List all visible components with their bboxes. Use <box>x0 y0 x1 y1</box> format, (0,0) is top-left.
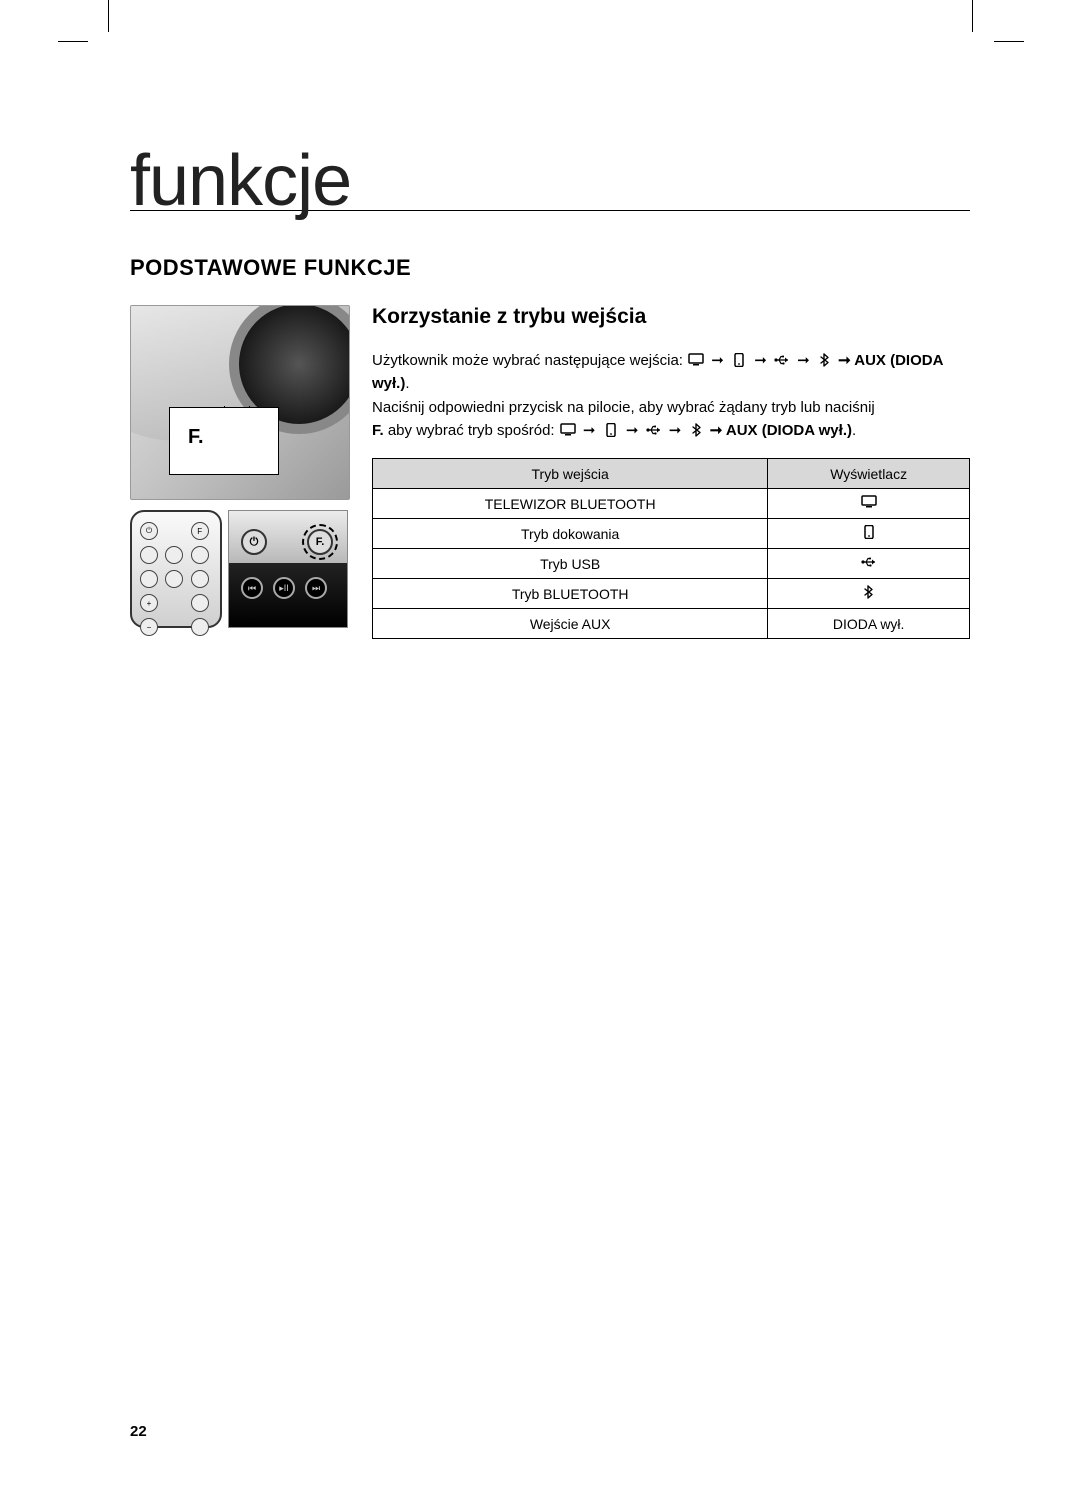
input-mode-table: Tryb wejścia Wyświetlacz TELEWIZOR BLUET… <box>372 458 970 639</box>
table-row: Tryb dokowania <box>373 519 970 549</box>
page-title: funkcje <box>130 145 970 217</box>
paragraph-1: Użytkownik może wybrać następujące wejśc… <box>372 349 970 396</box>
phone-icon <box>731 353 747 367</box>
table-cell-display <box>768 519 970 549</box>
remote-small: ⏻F + − <box>130 510 222 628</box>
arrow-icon: ➞ <box>711 352 724 369</box>
arrow-icon: ➞ <box>583 422 596 439</box>
remote-zoom: ⏻ F. ⏮▸II⏭ <box>228 510 348 628</box>
table-row: Tryb USB <box>373 549 970 579</box>
table-cell-mode: TELEWIZOR BLUETOOTH <box>373 489 768 519</box>
table-header-mode: Tryb wejścia <box>373 459 768 489</box>
table-header-display: Wyświetlacz <box>768 459 970 489</box>
table-cell-display: DIODA wył. <box>768 609 970 639</box>
phone-icon <box>861 525 877 539</box>
power-icon: ⏻ <box>241 529 267 555</box>
illustration-column: F. ⏻F + − ⏻ F. ⏮▸II⏭ <box>130 305 350 628</box>
tv-icon <box>560 423 576 437</box>
table-row: TELEWIZOR BLUETOOTH <box>373 489 970 519</box>
arrow-icon: ➞ <box>626 422 639 439</box>
table-row: Tryb BLUETOOTH <box>373 579 970 609</box>
paragraph-3: F. aby wybrać tryb spośród: ➞ ➞ ➞ ➞ AUX … <box>372 419 970 442</box>
arrow-icon: ➞ <box>797 352 810 369</box>
table-cell-display <box>768 549 970 579</box>
table-cell-mode: Tryb BLUETOOTH <box>373 579 768 609</box>
tv-icon <box>688 353 704 367</box>
table-cell-mode: Wejście AUX <box>373 609 768 639</box>
tv-icon <box>861 495 877 509</box>
phone-icon <box>603 423 619 437</box>
arrow-icon: ➞ <box>754 352 767 369</box>
table-cell-display <box>768 579 970 609</box>
section-heading: PODSTAWOWE FUNKCJE <box>130 255 970 281</box>
table-cell-mode: Tryb USB <box>373 549 768 579</box>
subtitle: Korzystanie z trybu wejścia <box>372 305 970 329</box>
table-cell-mode: Tryb dokowania <box>373 519 768 549</box>
paragraph-2: Naciśnij odpowiedni przycisk na pilocie,… <box>372 396 970 419</box>
bt-icon <box>861 585 877 599</box>
page-number: 22 <box>130 1423 147 1440</box>
usb-icon <box>774 353 790 367</box>
bluetooth-icon <box>817 353 833 367</box>
usb-icon <box>646 423 662 437</box>
f-button-highlight: F. <box>307 529 333 555</box>
table-row: Wejście AUXDIODA wył. <box>373 609 970 639</box>
remote-illustration: ⏻F + − ⏻ F. ⏮▸II⏭ <box>130 510 350 628</box>
arrow-icon: ➞ <box>669 422 682 439</box>
table-cell-display <box>768 489 970 519</box>
callout-label: F. <box>188 426 204 449</box>
bluetooth-icon <box>689 423 705 437</box>
usb-icon <box>861 555 877 569</box>
device-illustration: F. <box>130 305 350 500</box>
content-column: Korzystanie z trybu wejścia Użytkownik m… <box>372 305 970 639</box>
